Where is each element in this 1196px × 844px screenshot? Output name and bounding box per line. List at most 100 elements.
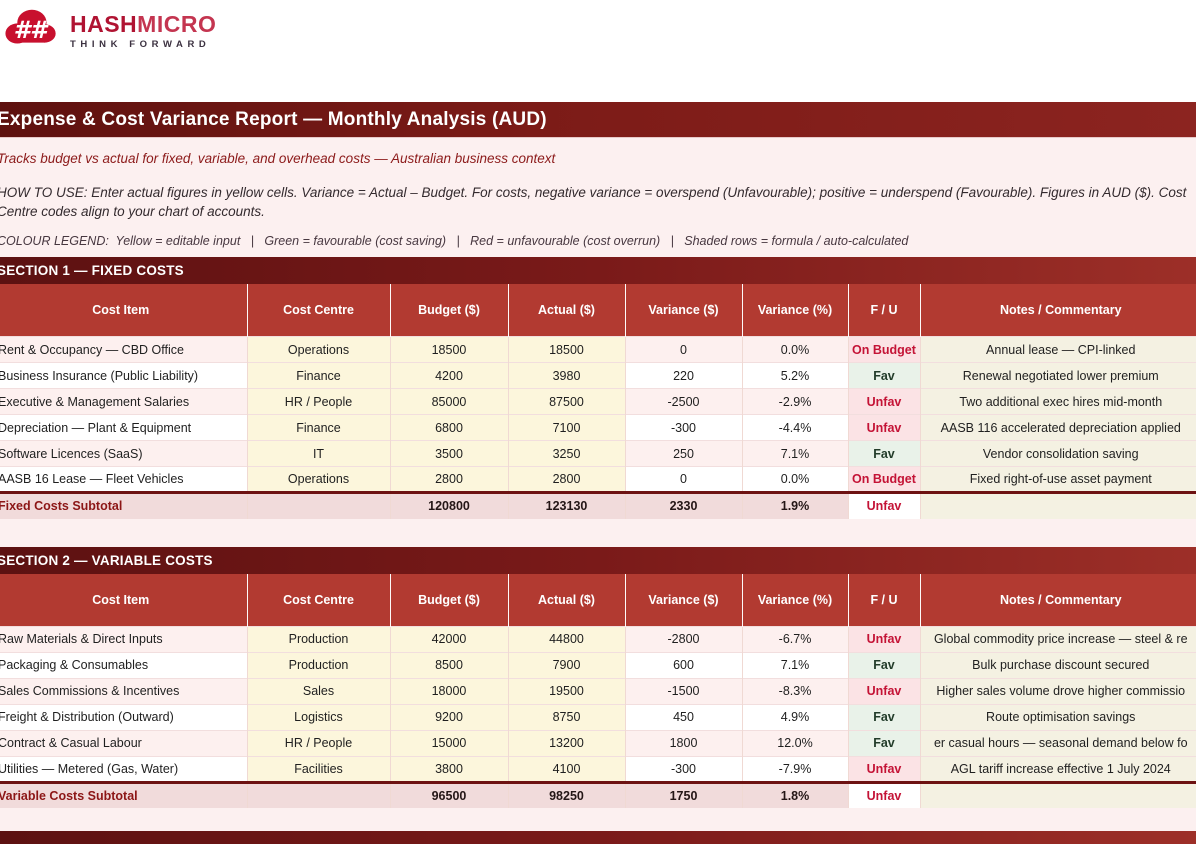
actual-cell[interactable]: 4100 — [507, 755, 625, 782]
cost-centre-cell[interactable]: Production — [246, 625, 390, 652]
cost-centre-cell[interactable]: Finance — [246, 362, 390, 389]
subtotal-spacer — [246, 780, 390, 808]
cost-centre-cell[interactable]: Operations — [246, 466, 390, 493]
subtotal-actual: 98250 — [507, 780, 625, 808]
actual-cell[interactable]: 19500 — [507, 677, 625, 704]
cost-item-cell: Raw Materials & Direct Inputs — [0, 625, 247, 652]
budget-cell[interactable]: 2800 — [389, 466, 508, 493]
cost-item-cell: AASB 16 Lease — Fleet Vehicles — [0, 466, 247, 493]
cost-centre-cell[interactable]: Finance — [246, 414, 390, 441]
variance-amount-cell: -300 — [624, 755, 742, 782]
section-header-bar: SECTION 2 — VARIABLE COSTS — [0, 546, 1196, 574]
column-header-budget: Budget ($) — [389, 284, 508, 337]
cost-centre-cell[interactable]: Operations — [246, 336, 390, 363]
cost-centre-cell[interactable]: HR / People — [246, 729, 390, 756]
svg-text:##: ## — [14, 16, 50, 44]
budget-cell[interactable]: 42000 — [389, 625, 508, 652]
section-variable-costs: SECTION 2 — VARIABLE COSTS Cost Item Cost… — [0, 546, 1196, 808]
budget-cell[interactable]: 18500 — [389, 336, 508, 363]
cost-centre-cell[interactable]: Logistics — [246, 703, 390, 730]
cost-centre-cell[interactable]: Facilities — [246, 755, 390, 782]
variance-percent-cell: 4.9% — [741, 703, 848, 730]
cost-item-cell: Packaging & Consumables — [0, 651, 247, 678]
table-row: Raw Materials & Direct Inputs Production 4… — [0, 625, 1196, 652]
note-cell: AGL tariff increase effective 1 July 202… — [919, 755, 1196, 782]
budget-cell[interactable]: 3800 — [389, 755, 508, 782]
table-row: Sales Commissions & Incentives Sales 18000… — [0, 677, 1196, 704]
column-header-cost-item: Cost Item — [0, 284, 247, 337]
column-header-budget: Budget ($) — [389, 573, 508, 626]
variance-amount-cell: 450 — [624, 703, 742, 730]
logo-text: HASHMICRO THINK FORWARD — [70, 7, 216, 50]
cost-item-cell: Rent & Occupancy — CBD Office — [0, 336, 247, 363]
subtotal-actual: 123130 — [507, 491, 625, 519]
colour-legend-text: COLOUR LEGEND: Yellow = editable input |… — [0, 234, 909, 248]
variance-percent-cell: -4.4% — [741, 414, 848, 441]
table-row: Software Licences (SaaS) IT 3500 3250 250 7.1… — [0, 440, 1196, 467]
note-cell: AASB 116 accelerated depreciation applie… — [919, 414, 1196, 441]
column-header-variance-percent: Variance (%) — [741, 284, 848, 337]
fu-status-cell: On Budget — [847, 336, 920, 363]
actual-cell[interactable]: 7900 — [507, 651, 625, 678]
subtotal-label: Fixed Costs Subtotal — [0, 491, 247, 519]
budget-cell[interactable]: 15000 — [389, 729, 508, 756]
actual-cell[interactable]: 87500 — [507, 388, 625, 415]
cost-item-cell: Contract & Casual Labour — [0, 729, 247, 756]
note-cell: Bulk purchase discount secured — [919, 651, 1196, 678]
variance-amount-cell: 0 — [624, 466, 742, 493]
brand-name: HASHMICRO — [70, 12, 216, 36]
note-cell: Annual lease — CPI-linked — [919, 336, 1196, 363]
column-header-cost-item: Cost Item — [0, 573, 247, 626]
section-fixed-costs: SECTION 1 — FIXED COSTS Cost Item Cost Ce… — [0, 257, 1196, 519]
cost-centre-cell[interactable]: Production — [246, 651, 390, 678]
variance-amount-cell: 250 — [624, 440, 742, 467]
subtotal-spacer — [246, 491, 390, 519]
column-header-cost-centre: Cost Centre — [246, 284, 390, 337]
fu-status-cell: Unfav — [847, 677, 920, 704]
section-header-bar: SECTION 1 — FIXED COSTS — [0, 257, 1196, 284]
fixed-costs-table: Cost Item Cost Centre Budget ($) Actual ($)… — [0, 284, 1196, 519]
actual-cell[interactable]: 8750 — [507, 703, 625, 730]
fu-status-cell: Unfav — [847, 414, 920, 441]
fu-status-cell: Unfav — [847, 388, 920, 415]
budget-cell[interactable]: 6800 — [389, 414, 508, 441]
variable-costs-table: Cost Item Cost Centre Budget ($) Actual ($)… — [0, 573, 1196, 808]
variance-percent-cell: 5.2% — [741, 362, 848, 389]
actual-cell[interactable]: 13200 — [507, 729, 625, 756]
variance-amount-cell: -2500 — [624, 388, 742, 415]
variance-percent-cell: -2.9% — [741, 388, 848, 415]
budget-cell[interactable]: 18000 — [389, 677, 508, 704]
cost-item-cell: Depreciation — Plant & Equipment — [0, 414, 247, 441]
report-title-bar: Expense & Cost Variance Report — Monthly… — [0, 102, 1196, 137]
actual-cell[interactable]: 44800 — [507, 625, 625, 652]
subtotal-label: Variable Costs Subtotal — [0, 780, 247, 808]
variance-percent-cell: 7.1% — [741, 651, 848, 678]
actual-cell[interactable]: 7100 — [507, 414, 625, 441]
note-cell: Two additional exec hires mid-month — [919, 388, 1196, 415]
actual-cell[interactable]: 2800 — [507, 466, 625, 493]
column-header-note: Notes / Commentary — [919, 284, 1196, 337]
budget-cell[interactable]: 9200 — [389, 703, 508, 730]
budget-cell[interactable]: 3500 — [389, 440, 508, 467]
cost-centre-cell[interactable]: IT — [246, 440, 390, 467]
cost-item-cell: Business Insurance (Public Liability) — [0, 362, 247, 389]
budget-cell[interactable]: 85000 — [389, 388, 508, 415]
fu-status-cell: Fav — [847, 703, 920, 730]
fu-status-cell: Fav — [847, 651, 920, 678]
actual-cell[interactable]: 18500 — [507, 336, 625, 363]
actual-cell[interactable]: 3250 — [507, 440, 625, 467]
budget-cell[interactable]: 8500 — [389, 651, 508, 678]
note-cell: Renewal negotiated lower premium — [919, 362, 1196, 389]
cost-centre-cell[interactable]: HR / People — [246, 388, 390, 415]
table-row: Business Insurance (Public Liability) Fin… — [0, 362, 1196, 389]
column-header-actual: Actual ($) — [507, 284, 625, 337]
hashmicro-cloud-icon: ## — [5, 9, 56, 44]
subtotal-variance-amount: 1750 — [624, 780, 742, 808]
subtotal-note-spacer — [919, 780, 1196, 808]
actual-cell[interactable]: 3980 — [507, 362, 625, 389]
budget-cell[interactable]: 4200 — [389, 362, 508, 389]
cost-centre-cell[interactable]: Sales — [246, 677, 390, 704]
variance-percent-cell: 0.0% — [741, 466, 848, 493]
section-title: SECTION 2 — VARIABLE COSTS — [0, 552, 213, 568]
table-row: Contract & Casual Labour HR / People 15000… — [0, 729, 1196, 756]
